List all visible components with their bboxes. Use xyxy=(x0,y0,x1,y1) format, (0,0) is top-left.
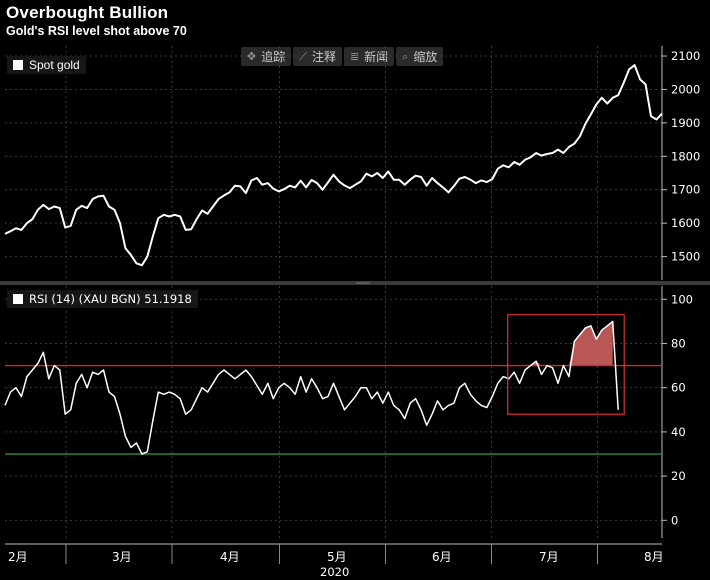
rsi-line xyxy=(4,320,619,455)
panel-separator xyxy=(0,281,710,285)
annotate-label: 注释 xyxy=(311,50,336,64)
legend-swatch xyxy=(13,60,23,70)
x-tick-label: 4月 xyxy=(220,550,240,564)
annotate-icon: ⟋ xyxy=(299,49,307,63)
y-tick-label: 1600 xyxy=(671,216,700,230)
x-tick-label: 6月 xyxy=(432,550,452,564)
news-button[interactable]: ≣ 新闻 xyxy=(343,47,395,66)
news-icon: ≣ xyxy=(349,50,360,63)
y-tick-label: 1800 xyxy=(671,149,700,163)
x-tick-label: 7月 xyxy=(539,550,559,564)
x-axis-year-label: 2020 xyxy=(320,565,349,579)
chart-title: Overbought Bullion xyxy=(6,3,169,22)
legend-label: Spot gold xyxy=(29,58,80,72)
chart-subtitle: Gold's RSI level shot above 70 xyxy=(6,24,187,38)
y-tick-label: 0 xyxy=(671,513,678,527)
x-tick-label: 5月 xyxy=(327,550,347,564)
legend-swatch xyxy=(13,294,23,304)
legend-label: RSI (14) (XAU BGN) 51.1918 xyxy=(29,292,192,306)
y-tick-label: 20 xyxy=(671,469,686,483)
spot-gold-line xyxy=(4,64,663,267)
x-tick-label: 3月 xyxy=(112,550,132,564)
y-tick-label: 1500 xyxy=(671,250,700,264)
y-tick-label: 100 xyxy=(671,292,693,306)
highlight-box xyxy=(507,314,625,415)
x-tick-label: 2月 xyxy=(8,550,28,564)
y-tick-label: 60 xyxy=(671,381,686,395)
annotate-button[interactable]: ⟋ 注释 xyxy=(293,47,342,66)
y-tick-label: 2000 xyxy=(671,82,700,96)
track-label: 追踪 xyxy=(261,50,286,64)
legend-rsi[interactable]: RSI (14) (XAU BGN) 51.1918 xyxy=(7,290,198,308)
y-tick-label: 40 xyxy=(671,425,686,439)
news-label: 新闻 xyxy=(364,50,389,64)
y-tick-label: 2100 xyxy=(671,49,700,63)
zoom-label: 缩放 xyxy=(413,50,438,64)
legend-spot-gold[interactable]: Spot gold xyxy=(7,56,86,74)
y-tick-label: 1700 xyxy=(671,183,700,197)
y-tick-label: 80 xyxy=(671,336,686,350)
overbought-area xyxy=(525,321,613,366)
x-tick-label: 8月 xyxy=(644,550,664,564)
y-tick-label: 1900 xyxy=(671,116,700,130)
